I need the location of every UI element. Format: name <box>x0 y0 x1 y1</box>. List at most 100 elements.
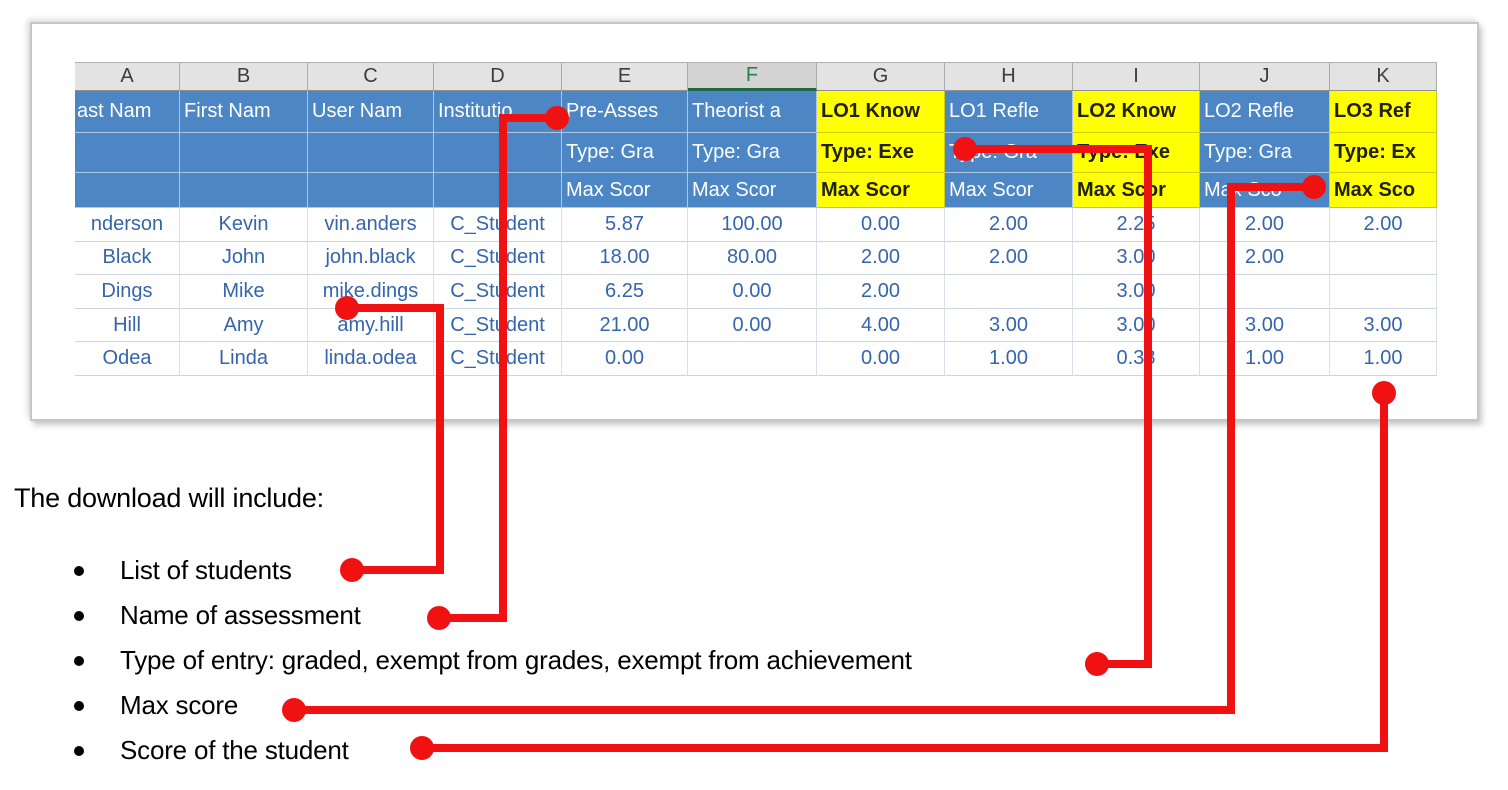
cell-J7: 3.00 <box>1200 308 1330 343</box>
header-C-row3 <box>308 173 434 208</box>
cell-C4: vin.anders <box>308 208 434 242</box>
cell-I4: 2.25 <box>1073 208 1200 242</box>
cell-A8: Odea <box>75 342 180 376</box>
bullet-text: Max score <box>120 690 239 720</box>
bullet-text: Type of entry: graded, exempt from grade… <box>120 645 912 675</box>
header-D-row1: Institutio <box>434 91 562 133</box>
header-C-row2 <box>308 133 434 173</box>
cell-C6: mike.dings <box>308 275 434 309</box>
header-H-row3: Max Scor <box>945 173 1073 208</box>
cell-G6: 2.00 <box>817 275 945 309</box>
cell-B5: John <box>180 241 308 276</box>
cell-A7: Hill <box>75 308 180 343</box>
cell-K8: 1.00 <box>1330 342 1437 376</box>
cell-K6 <box>1330 275 1437 309</box>
cell-D4: C_Student <box>434 208 562 242</box>
bullet-list: List of students Name of assessment Type o… <box>60 548 912 773</box>
cell-F8 <box>688 342 817 376</box>
cell-G5: 2.00 <box>817 241 945 276</box>
header-B-row2 <box>180 133 308 173</box>
cell-E7: 21.00 <box>562 308 688 343</box>
cell-I5: 3.00 <box>1073 241 1200 276</box>
cell-B6: Mike <box>180 275 308 309</box>
cell-D5: C_Student <box>434 241 562 276</box>
header-A-row2 <box>75 133 180 173</box>
header-E-row3: Max Scor <box>562 173 688 208</box>
cell-E6: 6.25 <box>562 275 688 309</box>
cell-B4: Kevin <box>180 208 308 242</box>
header-K-row3: Max Sco <box>1330 173 1437 208</box>
header-F-row1: Theorist a <box>688 91 817 133</box>
cell-J4: 2.00 <box>1200 208 1330 242</box>
bullet-text: Score of the student <box>120 735 349 765</box>
cell-K4: 2.00 <box>1330 208 1437 242</box>
column-letter-D: D <box>434 63 562 91</box>
column-letter-C: C <box>308 63 434 91</box>
cell-I7: 3.00 <box>1073 308 1200 343</box>
cell-A4: nderson <box>75 208 180 242</box>
header-J-row3: Max Sco <box>1200 173 1330 208</box>
cell-C8: linda.odea <box>308 342 434 376</box>
column-letter-H: H <box>945 63 1073 91</box>
header-K-row1: LO3 Ref <box>1330 91 1437 133</box>
cell-F5: 80.00 <box>688 241 817 276</box>
header-I-row1: LO2 Know <box>1073 91 1200 133</box>
header-G-row1: LO1 Know <box>817 91 945 133</box>
header-K-row2: Type: Ex <box>1330 133 1437 173</box>
bullet-dot-icon <box>74 700 84 711</box>
cell-F4: 100.00 <box>688 208 817 242</box>
cell-C5: john.black <box>308 241 434 276</box>
header-I-row3: Max Scor <box>1073 173 1200 208</box>
cell-H7: 3.00 <box>945 308 1073 343</box>
cell-J6 <box>1200 275 1330 309</box>
bullet-dot-icon <box>74 745 84 756</box>
column-letter-I: I <box>1073 63 1200 91</box>
bullet-item: Score of the student <box>60 728 912 773</box>
cell-D6: C_Student <box>434 275 562 309</box>
header-F-row2: Type: Gra <box>688 133 817 173</box>
bullet-item: Max score <box>60 683 912 728</box>
header-J-row1: LO2 Refle <box>1200 91 1330 133</box>
cell-K5 <box>1330 241 1437 276</box>
cell-E8: 0.00 <box>562 342 688 376</box>
header-A-row1: ast Nam <box>75 91 180 133</box>
header-C-row1: User Nam <box>308 91 434 133</box>
bullet-dot-icon <box>74 610 84 621</box>
column-letter-K: K <box>1330 63 1437 91</box>
bullet-item: Name of assessment <box>60 593 912 638</box>
cell-F7: 0.00 <box>688 308 817 343</box>
header-B-row3 <box>180 173 308 208</box>
cell-J8: 1.00 <box>1200 342 1330 376</box>
cell-G8: 0.00 <box>817 342 945 376</box>
cell-J5: 2.00 <box>1200 241 1330 276</box>
cell-K7: 3.00 <box>1330 308 1437 343</box>
header-J-row2: Type: Gra <box>1200 133 1330 173</box>
header-D-row2 <box>434 133 562 173</box>
bullet-item: Type of entry: graded, exempt from grade… <box>60 638 912 683</box>
bullet-dot-icon <box>74 565 84 576</box>
cell-H6 <box>945 275 1073 309</box>
header-H-row1: LO1 Refle <box>945 91 1073 133</box>
cell-I6: 3.00 <box>1073 275 1200 309</box>
header-H-row2: Type: Gra <box>945 133 1073 173</box>
cell-E5: 18.00 <box>562 241 688 276</box>
cell-D7: C_Student <box>434 308 562 343</box>
cell-C7: amy.hill <box>308 308 434 343</box>
header-F-row3: Max Scor <box>688 173 817 208</box>
header-G-row3: Max Scor <box>817 173 945 208</box>
cell-D8: C_Student <box>434 342 562 376</box>
column-letter-J: J <box>1200 63 1330 91</box>
cell-H4: 2.00 <box>945 208 1073 242</box>
header-E-row1: Pre-Asses <box>562 91 688 133</box>
header-E-row2: Type: Gra <box>562 133 688 173</box>
header-I-row2: Type: Exe <box>1073 133 1200 173</box>
bullet-item: List of students <box>60 548 912 593</box>
bullet-text: List of students <box>120 555 292 585</box>
cell-H5: 2.00 <box>945 241 1073 276</box>
header-G-row2: Type: Exe <box>817 133 945 173</box>
caption-title: The download will include: <box>14 483 324 513</box>
connector-endpoint-dot <box>1085 652 1109 676</box>
cell-B8: Linda <box>180 342 308 376</box>
